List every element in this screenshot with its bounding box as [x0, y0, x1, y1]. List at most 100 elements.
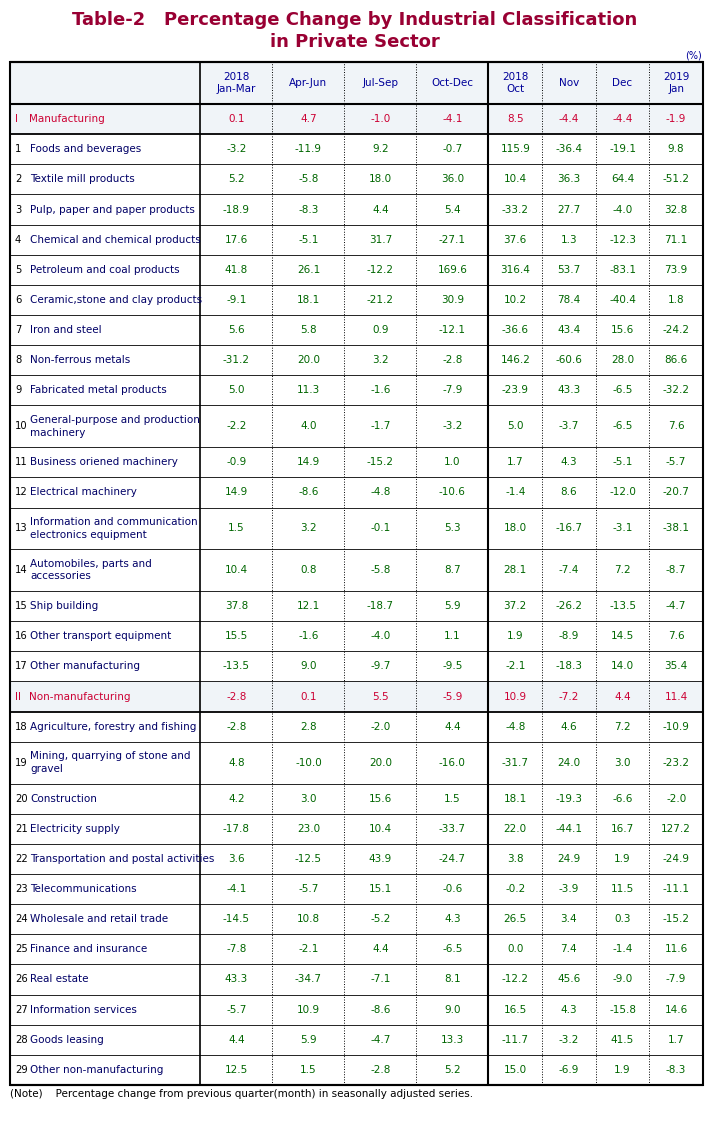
Text: 21: 21	[15, 824, 28, 834]
Text: Information services: Information services	[30, 1005, 137, 1015]
Text: -5.1: -5.1	[612, 457, 633, 467]
Text: -18.3: -18.3	[555, 662, 582, 672]
Text: -3.9: -3.9	[559, 884, 579, 894]
Text: 1.3: 1.3	[561, 235, 577, 244]
Text: 15.6: 15.6	[611, 325, 634, 335]
Text: 24.0: 24.0	[557, 757, 581, 767]
Text: 4.4: 4.4	[372, 944, 388, 954]
Text: 14.9: 14.9	[225, 487, 248, 497]
Text: 24: 24	[15, 915, 28, 924]
Text: 127.2: 127.2	[661, 824, 691, 834]
Text: 5.8: 5.8	[300, 325, 317, 335]
Text: 0.0: 0.0	[507, 944, 523, 954]
Text: II: II	[15, 692, 21, 702]
Text: 14.5: 14.5	[611, 631, 634, 641]
Text: -4.0: -4.0	[613, 205, 633, 215]
Text: 16: 16	[15, 631, 28, 641]
Text: -12.3: -12.3	[609, 235, 636, 244]
Text: 27.7: 27.7	[557, 205, 581, 215]
Text: 1.7: 1.7	[668, 1035, 684, 1045]
Text: 1.0: 1.0	[444, 457, 461, 467]
Text: -12.2: -12.2	[367, 264, 394, 274]
Text: 26.5: 26.5	[503, 915, 527, 924]
Text: -5.7: -5.7	[298, 884, 319, 894]
Text: 35.4: 35.4	[665, 662, 688, 672]
Text: 13.3: 13.3	[441, 1035, 464, 1045]
Text: -13.5: -13.5	[223, 662, 250, 672]
Text: 2018
Oct: 2018 Oct	[502, 72, 528, 94]
Text: Pulp, paper and paper products: Pulp, paper and paper products	[30, 205, 195, 215]
Text: -1.4: -1.4	[612, 944, 633, 954]
Text: -6.5: -6.5	[442, 944, 463, 954]
Text: 7.6: 7.6	[668, 631, 684, 641]
Text: -27.1: -27.1	[439, 235, 466, 244]
Text: -7.9: -7.9	[442, 386, 463, 395]
Text: 10.4: 10.4	[225, 565, 248, 575]
Bar	[10, 104, 703, 134]
Text: -4.7: -4.7	[666, 601, 687, 611]
Text: -5.9: -5.9	[442, 692, 463, 702]
Text: 28.0: 28.0	[611, 356, 634, 366]
Text: -1.6: -1.6	[298, 631, 319, 641]
Text: -0.7: -0.7	[442, 144, 462, 154]
Text: 10.9: 10.9	[503, 692, 527, 702]
Text: Non-manufacturing: Non-manufacturing	[29, 692, 131, 702]
Text: -2.8: -2.8	[442, 356, 463, 366]
Text: 43.3: 43.3	[225, 974, 248, 984]
Text: Table-2   Percentage Change by Industrial Classification: Table-2 Percentage Change by Industrial …	[72, 11, 638, 29]
Text: 3.4: 3.4	[561, 915, 577, 924]
Text: in Private Sector: in Private Sector	[270, 33, 440, 51]
Text: 9.0: 9.0	[444, 1005, 461, 1015]
Text: 14: 14	[15, 565, 28, 575]
Text: -10.0: -10.0	[295, 757, 322, 767]
Text: Information and communication
electronics equipment: Information and communication electronic…	[30, 518, 197, 540]
Text: 4.4: 4.4	[228, 1035, 245, 1045]
Text: -4.4: -4.4	[612, 114, 633, 124]
Text: 5.5: 5.5	[372, 692, 388, 702]
Text: 3.0: 3.0	[300, 793, 317, 803]
Text: -11.9: -11.9	[295, 144, 322, 154]
Text: -2.0: -2.0	[371, 722, 390, 731]
Text: Iron and steel: Iron and steel	[30, 325, 102, 335]
Text: 2019
Jan: 2019 Jan	[663, 72, 689, 94]
Text: Agriculture, forestry and fishing: Agriculture, forestry and fishing	[30, 722, 197, 731]
Text: Petroleum and coal products: Petroleum and coal products	[30, 264, 180, 274]
Text: -19.1: -19.1	[609, 144, 636, 154]
Text: 0.9: 0.9	[372, 325, 388, 335]
Text: -8.6: -8.6	[370, 1005, 391, 1015]
Text: 9.8: 9.8	[668, 144, 684, 154]
Text: -19.3: -19.3	[555, 793, 582, 803]
Text: -6.5: -6.5	[612, 422, 633, 431]
Text: 2.8: 2.8	[300, 722, 317, 731]
Text: (%): (%)	[685, 50, 702, 60]
Text: 5.4: 5.4	[444, 205, 461, 215]
Text: -16.0: -16.0	[439, 757, 466, 767]
Text: 78.4: 78.4	[557, 295, 581, 305]
Text: -4.0: -4.0	[371, 631, 390, 641]
Text: Foods and beverages: Foods and beverages	[30, 144, 141, 154]
Text: Transportation and postal activities: Transportation and postal activities	[30, 854, 214, 864]
Text: -6.9: -6.9	[559, 1065, 579, 1074]
Text: 64.4: 64.4	[611, 174, 634, 184]
Text: 7.2: 7.2	[614, 722, 631, 731]
Text: Automobiles, parts and
accessories: Automobiles, parts and accessories	[30, 559, 152, 582]
Text: 3.2: 3.2	[300, 523, 317, 533]
Text: 12.1: 12.1	[297, 601, 320, 611]
Text: Telecommunications: Telecommunications	[30, 884, 136, 894]
Text: 24.9: 24.9	[557, 854, 581, 864]
Text: -6.6: -6.6	[612, 793, 633, 803]
Text: 15: 15	[15, 601, 28, 611]
Text: -12.0: -12.0	[609, 487, 636, 497]
Text: 11.6: 11.6	[665, 944, 688, 954]
Text: -5.2: -5.2	[370, 915, 391, 924]
Text: -31.7: -31.7	[502, 757, 529, 767]
Text: -2.8: -2.8	[226, 692, 246, 702]
Text: 316.4: 316.4	[501, 264, 530, 274]
Text: 9: 9	[15, 386, 21, 395]
Text: Fabricated metal products: Fabricated metal products	[30, 386, 167, 395]
Text: -21.2: -21.2	[367, 295, 394, 305]
Text: 11.5: 11.5	[611, 884, 634, 894]
Text: 4.2: 4.2	[228, 793, 245, 803]
Text: -4.7: -4.7	[370, 1035, 391, 1045]
Text: 4.4: 4.4	[614, 692, 631, 702]
